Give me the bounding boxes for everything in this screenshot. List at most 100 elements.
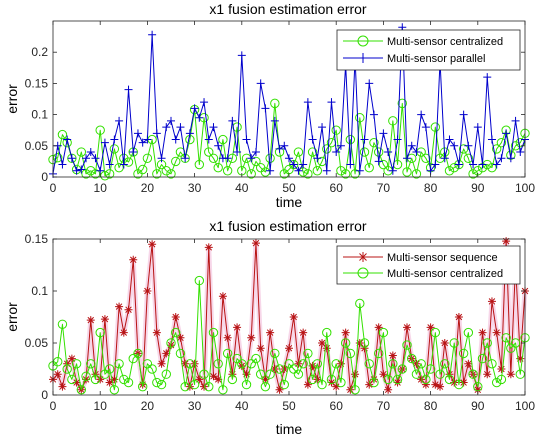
data-point [90,374,101,385]
data-point [95,125,105,135]
data-point [440,154,449,163]
data-point [195,375,204,384]
data-point [444,374,455,385]
data-point [322,344,331,353]
data-point [384,385,393,394]
data-point [109,144,120,154]
data-point [417,110,426,119]
data-point [241,379,252,390]
data-point [76,385,87,395]
data-point [251,353,261,364]
data-point [445,370,454,379]
data-point [124,305,133,314]
data-point [100,315,109,324]
data-point [260,381,271,392]
data-point [119,374,129,385]
data-point [435,369,445,379]
data-point [454,160,463,169]
data-point [417,375,426,384]
data-point [209,372,218,381]
x-tick-label: 0 [50,399,57,413]
series-sequence [49,237,529,394]
data-point [242,370,251,379]
data-point [511,116,520,125]
data-point [369,137,379,148]
data-point [463,153,474,163]
data-point [450,141,459,150]
data-point [152,169,162,179]
data-point [57,319,68,329]
data-point [82,375,91,384]
data-point [425,364,436,374]
data-point [369,110,378,119]
data-point [156,379,167,390]
data-point [209,123,218,132]
data-point [270,116,279,125]
data-point [397,364,407,374]
data-point [218,134,228,145]
data-point [393,378,402,387]
data-point [303,348,313,359]
data-point [242,135,251,144]
data-point [501,333,511,343]
data-point [180,153,190,163]
data-point [445,135,454,144]
data-point [327,378,336,387]
legend-label-sequence: Multi-sensor sequence [387,252,498,264]
data-point [161,369,171,379]
y-tick-label: 0 [41,170,48,184]
data-point [516,354,525,363]
data-point [336,166,346,176]
legend-marker-sequence [358,252,368,262]
data-point [251,239,260,248]
data-point [204,243,213,252]
y-axis-label: error [4,302,20,332]
data-point [351,370,360,379]
data-point [100,369,110,379]
x-axis-ticks: 0 10 20 30 40 50 60 70 80 90 100 [50,21,535,195]
legend-label-parallel: Multi-sensor parallel [387,53,485,65]
data-point [175,348,186,359]
x-tick-label: 80 [424,181,438,195]
data-point [115,116,124,125]
data-point [247,154,256,163]
data-point [81,169,91,179]
data-point [223,154,232,163]
data-point [360,344,369,353]
data-point [176,333,185,342]
data-point [421,123,430,132]
data-point [458,348,469,359]
data-point [180,381,190,392]
data-point [440,359,450,369]
legend-box [336,245,521,285]
data-point [379,129,388,138]
y-tick-label: 0.1 [31,108,48,122]
x-tick-label: 20 [141,181,155,195]
data-point [393,135,402,144]
data-point [110,135,119,144]
x-tick-label: 90 [471,399,485,413]
data-point [214,375,223,384]
data-point [204,381,214,392]
data-point [473,381,483,392]
series-parallel [49,23,529,178]
data-point [194,275,205,286]
data-point [194,159,205,170]
data-point [416,359,426,369]
data-point [237,51,246,60]
data-point [421,374,431,385]
data-point [204,135,213,144]
data-point [67,154,76,163]
data-point [95,327,105,338]
data-point [90,169,101,179]
data-point [76,147,87,157]
x-axis-label: time [276,421,303,437]
data-point [336,141,345,150]
data-point [256,344,265,353]
y-axis-ticks: 0 0.05 0.1 0.15 [25,232,525,402]
data-point [133,348,143,359]
data-point [331,125,341,135]
data-point [162,123,171,132]
data-point [284,359,294,369]
data-point [464,359,473,368]
